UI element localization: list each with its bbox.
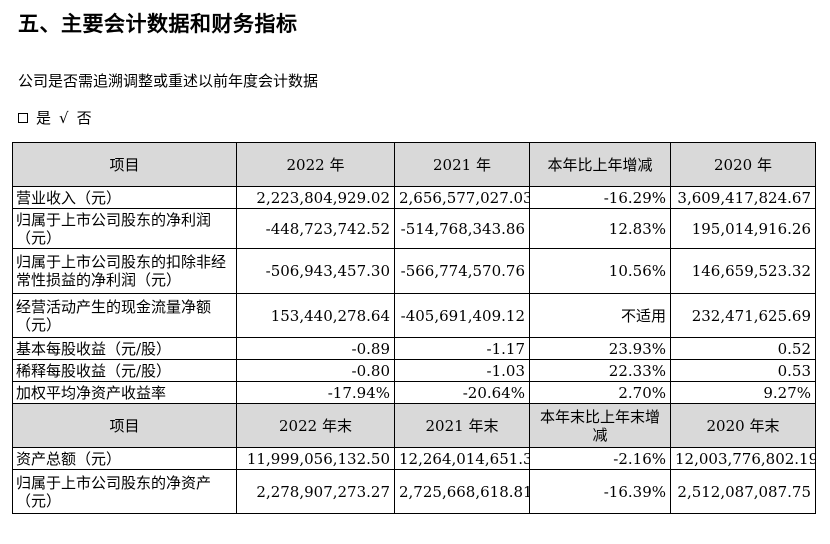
checkbox-icon [18,112,28,123]
value-cell: -16.39% [529,469,671,514]
table-row: 归属于上市公司股东的净利润（元） -448,723,742.52 -514,76… [12,208,816,249]
header-cell: 2020 年 [670,142,816,187]
table-row: 基本每股收益（元/股） -0.89 -1.17 23.93% 0.52 [12,337,816,360]
choice-yes: 是 [36,109,52,127]
value-cell: -0.80 [236,359,395,382]
value-cell: 12,003,776,802.19 [670,447,816,470]
value-cell: 11,999,056,132.50 [236,447,395,470]
table-row: 经营活动产生的现金流量净额（元） 153,440,278.64 -405,691… [12,293,816,338]
value-cell: -1.17 [394,337,530,360]
value-cell: -20.64% [394,381,530,404]
check-mark-icon: √ [59,108,69,127]
header-cell: 本年比上年增减 [529,142,671,187]
row-label: 归属于上市公司股东的净资产（元） [12,469,237,514]
row-label: 加权平均净资产收益率 [12,381,237,404]
table-row: 加权平均净资产收益率 -17.94% -20.64% 2.70% 9.27% [12,381,816,404]
value-cell: 23.93% [529,337,671,360]
value-cell: -16.29% [529,186,671,209]
row-label: 稀释每股收益（元/股） [12,359,237,382]
restatement-choice: 是 √ 否 [18,107,92,128]
row-label: 归属于上市公司股东的扣除非经常性损益的净利润（元） [12,248,237,294]
restatement-question: 公司是否需追溯调整或重述以前年度会计数据 [18,72,319,90]
value-cell: -448,723,742.52 [236,208,395,249]
header-cell: 2021 年末 [394,403,530,448]
row-label: 资产总额（元） [12,447,237,470]
table-row: 归属于上市公司股东的净资产（元） 2,278,907,273.27 2,725,… [12,469,816,514]
value-cell: -405,691,409.12 [394,293,530,338]
table-header-row: 项目 2022 年末 2021 年末 本年末比上年末增减 2020 年末 [12,403,816,448]
row-label: 经营活动产生的现金流量净额（元） [12,293,237,338]
value-cell: 2,512,087,087.75 [670,469,816,514]
value-cell: 0.53 [670,359,816,382]
section-title: 五、主要会计数据和财务指标 [18,12,298,36]
choice-no: 否 [76,109,92,127]
table-row: 归属于上市公司股东的扣除非经常性损益的净利润（元） -506,943,457.3… [12,248,816,294]
value-cell: 2,656,577,027.03 [394,186,530,209]
table-header-row: 项目 2022 年 2021 年 本年比上年增减 2020 年 [12,142,816,187]
table-row: 稀释每股收益（元/股） -0.80 -1.03 22.33% 0.53 [12,359,816,382]
value-cell: 2,278,907,273.27 [236,469,395,514]
value-cell: 2,223,804,929.02 [236,186,395,209]
value-cell: 232,471,625.69 [670,293,816,338]
value-cell: 2.70% [529,381,671,404]
row-label: 营业收入（元） [12,186,237,209]
row-label: 归属于上市公司股东的净利润（元） [12,208,237,249]
table-row: 营业收入（元） 2,223,804,929.02 2,656,577,027.0… [12,186,816,209]
value-cell: 10.56% [529,248,671,294]
table-row: 资产总额（元） 11,999,056,132.50 12,264,014,651… [12,447,816,470]
value-cell: 195,014,916.26 [670,208,816,249]
value-cell: 22.33% [529,359,671,382]
value-cell: 0.52 [670,337,816,360]
value-cell: 2,725,668,618.81 [394,469,530,514]
value-cell: 146,659,523.32 [670,248,816,294]
header-cell: 2022 年 [236,142,395,187]
value-cell: 不适用 [529,293,671,338]
value-cell: 12,264,014,651.31 [394,447,530,470]
header-cell: 2022 年末 [236,403,395,448]
header-cell: 项目 [12,403,237,448]
financial-data-table: 项目 2022 年 2021 年 本年比上年增减 2020 年 营业收入（元） … [12,142,816,514]
value-cell: 3,609,417,824.67 [670,186,816,209]
value-cell: -514,768,343.86 [394,208,530,249]
value-cell: -2.16% [529,447,671,470]
value-cell: 9.27% [670,381,816,404]
value-cell: -17.94% [236,381,395,404]
value-cell: 153,440,278.64 [236,293,395,338]
value-cell: -1.03 [394,359,530,382]
row-label: 基本每股收益（元/股） [12,337,237,360]
value-cell: 12.83% [529,208,671,249]
header-cell: 2020 年末 [670,403,816,448]
value-cell: -0.89 [236,337,395,360]
header-cell: 本年末比上年末增减 [529,403,671,448]
header-cell: 项目 [12,142,237,187]
header-cell: 2021 年 [394,142,530,187]
value-cell: -566,774,570.76 [394,248,530,294]
value-cell: -506,943,457.30 [236,248,395,294]
